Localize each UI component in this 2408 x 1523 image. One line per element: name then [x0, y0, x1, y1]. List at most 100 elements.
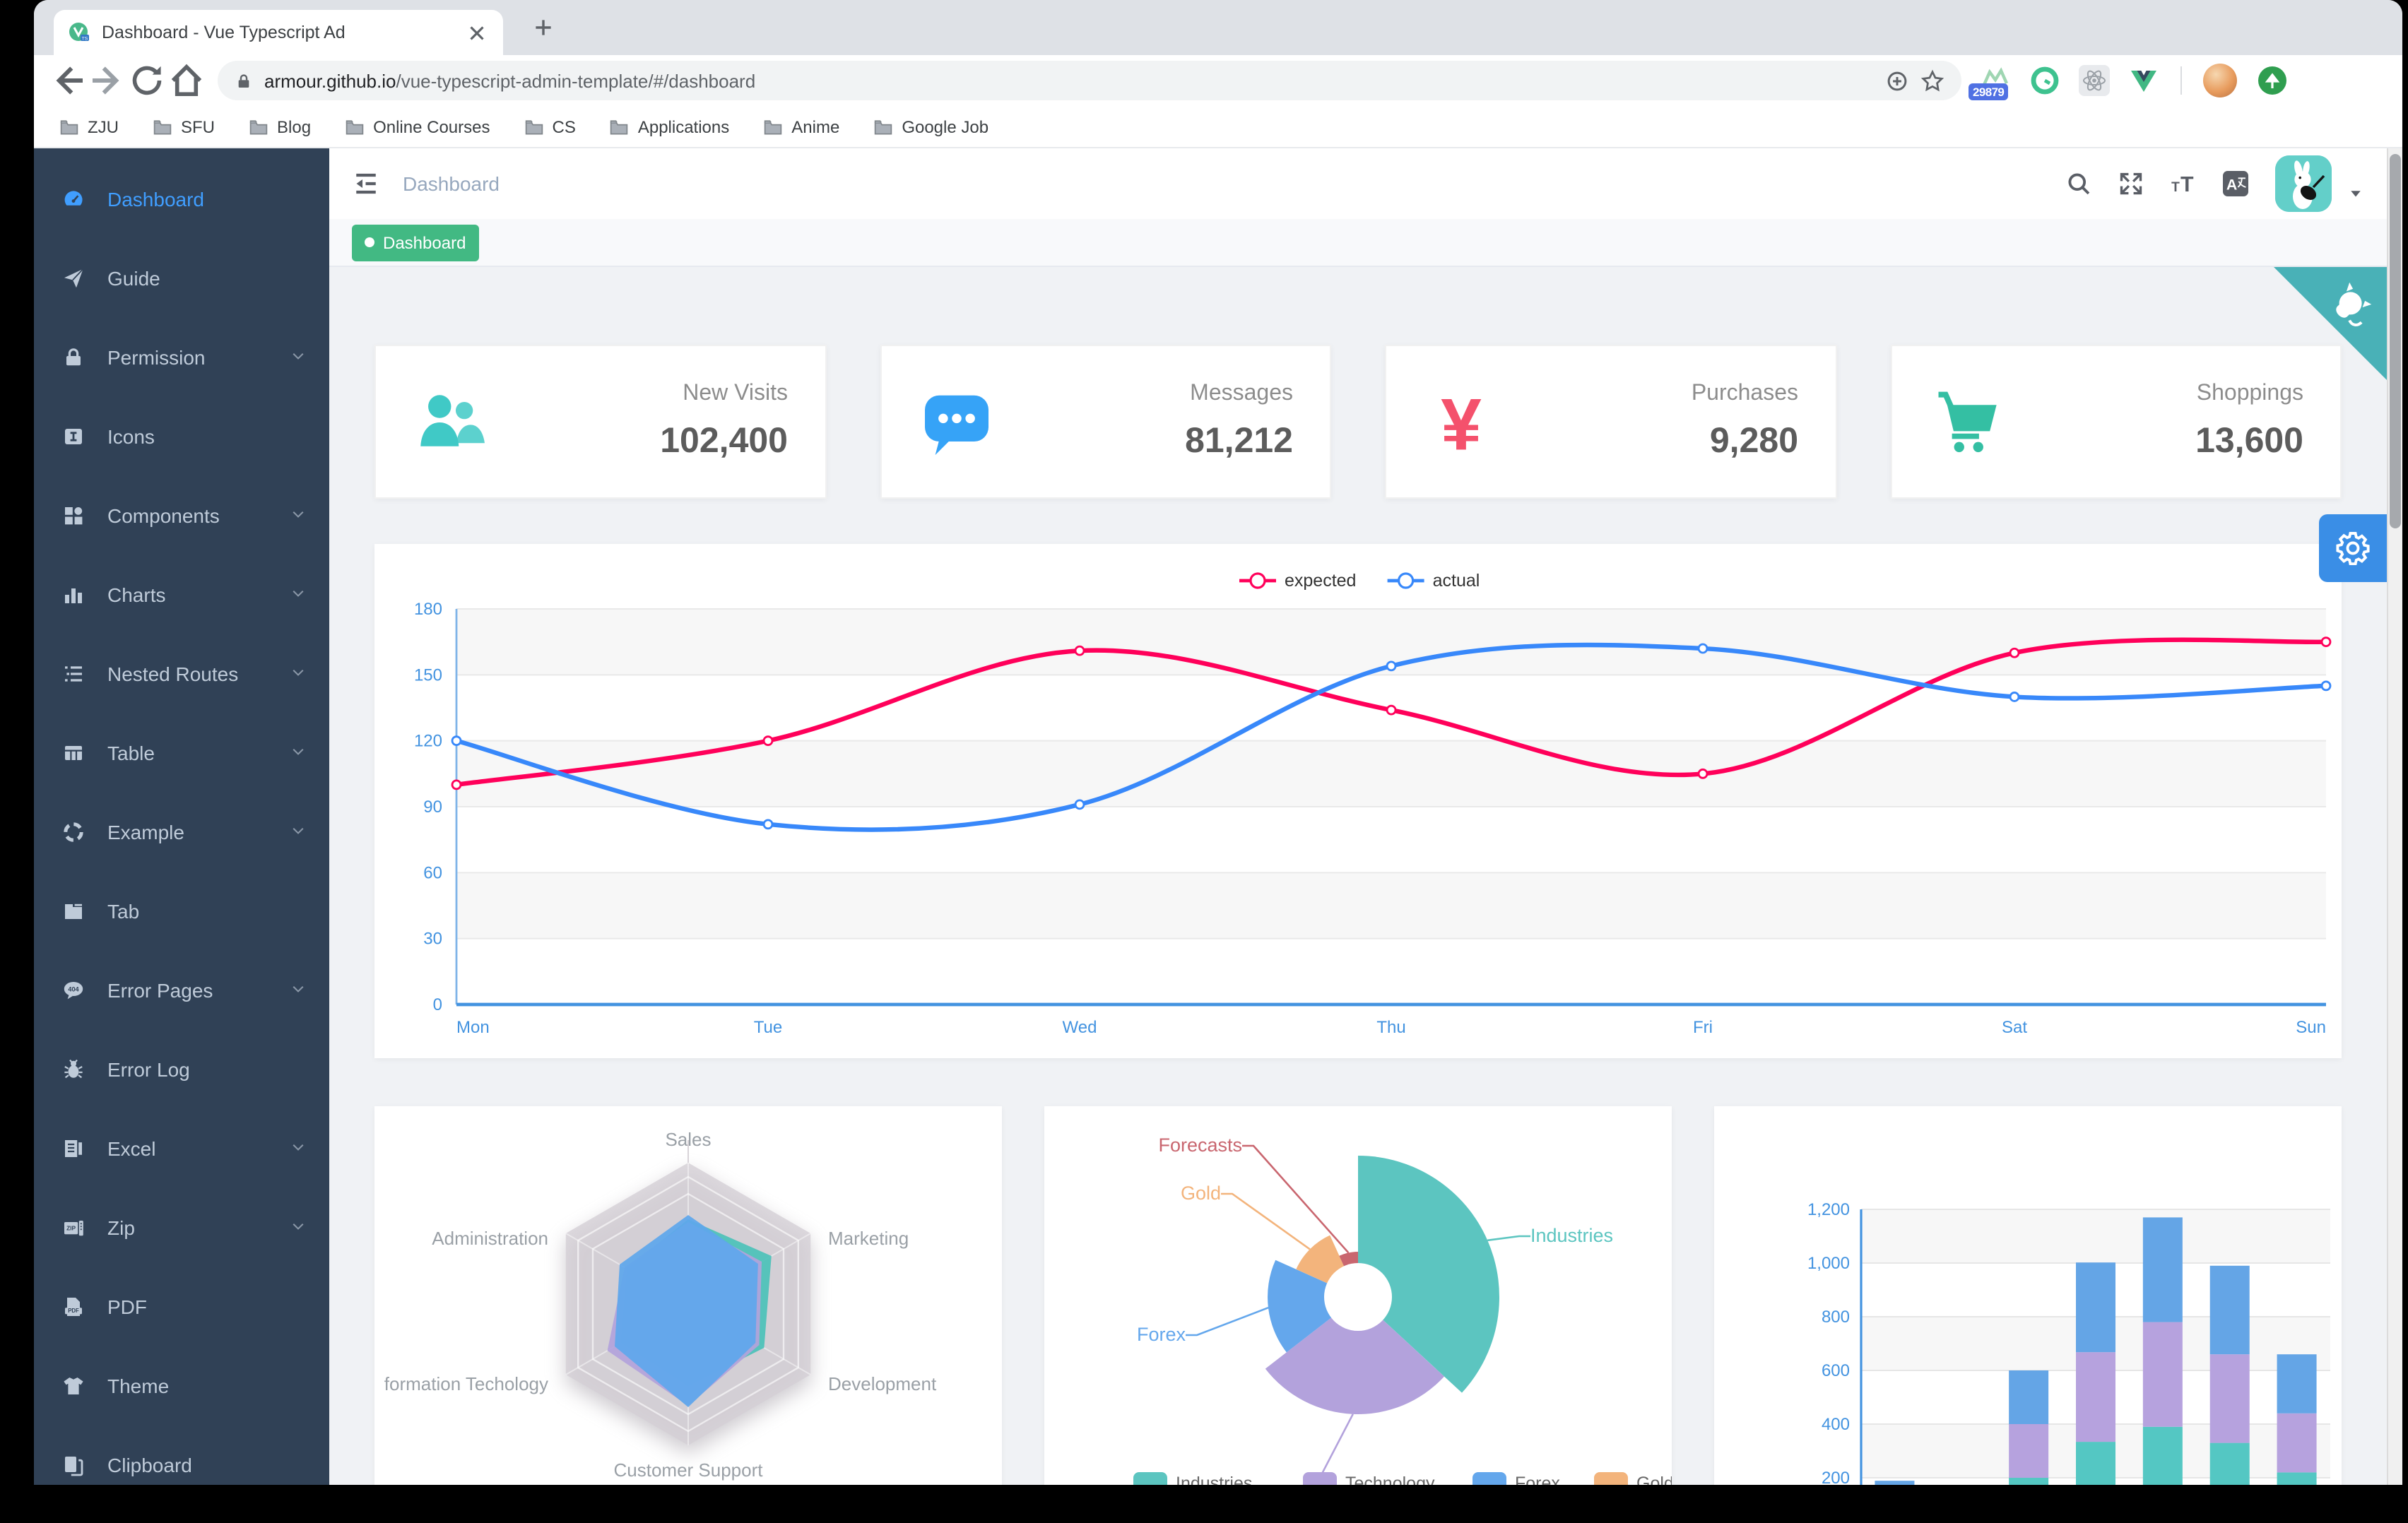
line-chart[interactable]: 0 30 60 90 120 150 180 Mon Tue Wed Thu Fri Sat Sun exp…: [374, 544, 2342, 1058]
bookmark-label: Applications: [637, 117, 730, 136]
pie-chart[interactable]: Industries Technology Forex Gold Forecasts In…: [1044, 1106, 1672, 1485]
bookmarks-bar: ZJU SFU Blog Online Courses CS Applications An…: [34, 106, 2402, 148]
tag-dashboard[interactable]: Dashboard: [352, 224, 479, 261]
sidebar-item-error-log[interactable]: Error Log: [34, 1030, 329, 1109]
translate-icon[interactable]: A: [2223, 171, 2248, 196]
bookmark-label: ZJU: [88, 117, 119, 136]
stat-card-messages[interactable]: Messages 81,212: [880, 345, 1331, 499]
zoom-icon[interactable]: [1885, 69, 1909, 93]
sidebar-item-zip[interactable]: ZIP Zip: [34, 1188, 329, 1267]
theme-icon: [64, 1377, 83, 1394]
bookmark-star-icon[interactable]: [1920, 69, 1944, 93]
svg-text:Forex: Forex: [1137, 1324, 1186, 1345]
extension-badge-icon[interactable]: 29879: [1969, 65, 2011, 100]
back-button[interactable]: [48, 61, 88, 100]
radar-chart[interactable]: Sales Marketing Development Customer Suppor…: [374, 1106, 1002, 1485]
sidebar-item-label: PDF: [107, 1296, 147, 1318]
folder-icon: [524, 117, 544, 136]
fullscreen-icon[interactable]: [2118, 171, 2144, 196]
stat-card-shoppings[interactable]: Shoppings 13,600: [1890, 345, 2342, 499]
sidebar-item-components[interactable]: Components: [34, 476, 329, 555]
bookmark-item[interactable]: Applications: [610, 117, 729, 136]
tags-bar: Dashboard: [329, 219, 2387, 267]
browser-tab[interactable]: TS Dashboard - Vue Typescript Ad: [54, 10, 503, 55]
svg-text:120: 120: [414, 732, 442, 751]
sidebar-item-tab[interactable]: Tab: [34, 872, 329, 951]
line-chart-card: 0 30 60 90 120 150 180 Mon Tue Wed Thu Fri Sat Sun exp…: [374, 544, 2342, 1058]
settings-button[interactable]: [2319, 514, 2387, 582]
svg-text:Wed: Wed: [1063, 1018, 1097, 1037]
dashboard-content: New Visits 102,400 Messages 81,212 ¥ Pur…: [329, 267, 2387, 1485]
sidebar-item-example[interactable]: Example: [34, 793, 329, 872]
tab-close-icon[interactable]: [465, 20, 489, 45]
svg-text:Fri: Fri: [1693, 1018, 1713, 1037]
home-button[interactable]: [167, 61, 206, 100]
search-icon[interactable]: [2066, 171, 2091, 196]
svg-text:Industries: Industries: [1530, 1225, 1613, 1246]
sidebar-item-icons[interactable]: Icons: [34, 397, 329, 476]
sidebar-item-clipboard[interactable]: Clipboard: [34, 1426, 329, 1485]
stat-card-new-visits[interactable]: New Visits 102,400: [374, 345, 826, 499]
bookmark-label: SFU: [181, 117, 215, 136]
svg-text:150: 150: [414, 665, 442, 685]
svg-text:actual: actual: [1433, 571, 1480, 591]
svg-text:Customer Support: Customer Support: [614, 1459, 764, 1481]
folder-icon: [873, 117, 893, 136]
folder-icon: [763, 117, 783, 136]
bookmark-item[interactable]: Google Job: [873, 117, 988, 136]
chevron-down-icon: [290, 742, 307, 764]
sidebar-item-excel[interactable]: Excel: [34, 1109, 329, 1188]
folder-icon: [59, 117, 79, 136]
github-corner-ribbon[interactable]: [2274, 267, 2387, 380]
svg-text:Gold: Gold: [1181, 1183, 1221, 1204]
bookmark-item[interactable]: ZJU: [59, 117, 119, 136]
page-scrollbar[interactable]: [2387, 148, 2402, 1485]
radar-chart-card: Sales Marketing Development Customer Suppor…: [374, 1106, 1002, 1485]
sidebar-item-error-pages[interactable]: 404 Error Pages: [34, 951, 329, 1030]
user-avatar[interactable]: [2275, 155, 2332, 212]
new-tab-button[interactable]: [531, 16, 555, 40]
reload-button[interactable]: [127, 61, 167, 100]
sidebar-item-nested-routes[interactable]: Nested Routes: [34, 634, 329, 713]
sidebar-item-permission[interactable]: Permission: [34, 318, 329, 397]
address-bar[interactable]: armour.github.io/vue-typescript-admin-te…: [218, 61, 1961, 100]
sidebar-item-charts[interactable]: Charts: [34, 555, 329, 634]
bookmark-item[interactable]: Online Courses: [345, 117, 490, 136]
chrome-update-icon[interactable]: [2255, 64, 2289, 97]
bookmark-item[interactable]: SFU: [153, 117, 215, 136]
icons-icon: [65, 429, 82, 444]
svg-text:1,200: 1,200: [1807, 1200, 1850, 1219]
pdf-icon: PDF: [65, 1298, 82, 1316]
caret-down-icon[interactable]: [2347, 185, 2364, 202]
hamburger-icon[interactable]: [352, 170, 380, 198]
sidebar-item-pdf[interactable]: PDF PDF: [34, 1267, 329, 1346]
breadcrumb[interactable]: Dashboard: [403, 172, 500, 195]
stat-label: Shoppings: [2196, 381, 2303, 405]
sidebar-item-dashboard[interactable]: Dashboard: [34, 160, 329, 239]
profile-avatar[interactable]: [2203, 64, 2237, 97]
green-extension-icon[interactable]: [2029, 65, 2060, 96]
forward-button[interactable]: [88, 61, 127, 100]
bug-icon: [64, 1059, 83, 1079]
svg-text:800: 800: [1822, 1308, 1850, 1327]
react-devtools-icon[interactable]: [2079, 65, 2110, 96]
svg-text:TS: TS: [82, 36, 88, 41]
bookmark-item[interactable]: Blog: [249, 117, 311, 136]
money-icon: ¥: [1423, 384, 1499, 460]
svg-text:Mon: Mon: [456, 1018, 490, 1037]
bookmark-item[interactable]: Anime: [763, 117, 839, 136]
sidebar-item-table[interactable]: Table: [34, 713, 329, 793]
bookmark-item[interactable]: CS: [524, 117, 576, 136]
scrollbar-thumb[interactable]: [2390, 154, 2401, 528]
sidebar-item-guide[interactable]: Guide: [34, 239, 329, 318]
svg-text:60: 60: [423, 863, 442, 882]
sidebar-item-theme[interactable]: Theme: [34, 1346, 329, 1426]
svg-text:Development: Development: [828, 1373, 937, 1394]
vue-devtools-icon[interactable]: [2128, 65, 2159, 96]
stat-card-purchases[interactable]: ¥ Purchases 9,280: [1385, 345, 1836, 499]
bar-chart[interactable]: 200 400 600 800 1,000 1,200: [1714, 1106, 2342, 1485]
